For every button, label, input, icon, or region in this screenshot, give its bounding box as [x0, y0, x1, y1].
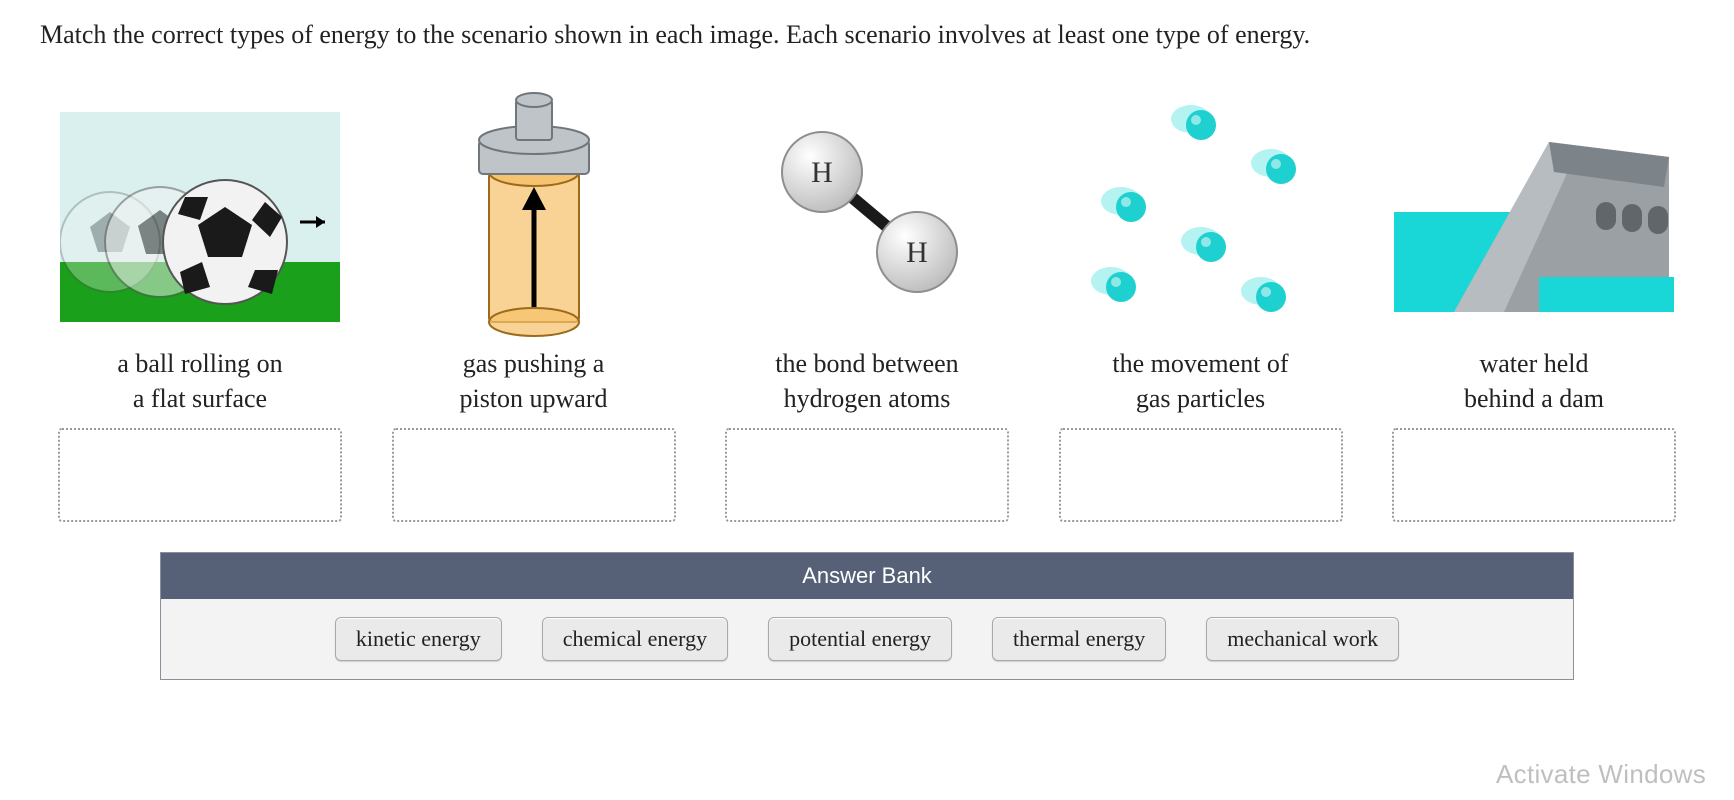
- caption-line: behind a dam: [1464, 384, 1604, 413]
- ball-image: [60, 92, 340, 332]
- dam-image: [1394, 92, 1674, 332]
- caption-line: gas pushing a: [463, 349, 605, 378]
- chip-mechanical[interactable]: mechanical work: [1206, 617, 1399, 661]
- caption-line: piston upward: [459, 384, 607, 413]
- chip-thermal[interactable]: thermal energy: [992, 617, 1166, 661]
- chip-kinetic[interactable]: kinetic energy: [335, 617, 502, 661]
- svg-text:H: H: [811, 156, 833, 189]
- scenarios-row: a ball rolling on a flat surface: [40, 92, 1694, 522]
- drop-zone-piston[interactable]: [392, 428, 676, 522]
- drop-zone-dam[interactable]: [1392, 428, 1676, 522]
- answer-bank: Answer Bank kinetic energy chemical energ…: [160, 552, 1574, 680]
- caption-line: a ball rolling on: [117, 349, 282, 378]
- scenario-ball: a ball rolling on a flat surface: [50, 92, 350, 522]
- gas-image: [1061, 92, 1341, 332]
- bond-image: H H: [727, 92, 1007, 332]
- caption-line: water held: [1479, 349, 1588, 378]
- chip-chemical[interactable]: chemical energy: [542, 617, 728, 661]
- answer-bank-body: kinetic energy chemical energy potential e…: [161, 599, 1573, 679]
- dam-caption: water held behind a dam: [1464, 346, 1604, 418]
- scenario-dam: water held behind a dam: [1384, 92, 1684, 522]
- caption-line: the movement of: [1112, 349, 1288, 378]
- instruction-text: Match the correct types of energy to the…: [40, 18, 1694, 52]
- drop-zone-ball[interactable]: [58, 428, 342, 522]
- bond-caption: the bond between hydrogen atoms: [775, 346, 958, 418]
- caption-line: the bond between: [775, 349, 958, 378]
- caption-line: gas particles: [1136, 384, 1265, 413]
- caption-line: hydrogen atoms: [784, 384, 951, 413]
- ball-caption: a ball rolling on a flat surface: [117, 346, 282, 418]
- answer-bank-title: Answer Bank: [161, 553, 1573, 599]
- watermark-text: Activate Windows: [1496, 759, 1706, 790]
- svg-text:H: H: [906, 236, 928, 269]
- page-root: Match the correct types of energy to the…: [0, 0, 1734, 800]
- caption-line: a flat surface: [133, 384, 267, 413]
- scenario-gas: the movement of gas particles: [1051, 92, 1351, 522]
- drop-zone-gas[interactable]: [1059, 428, 1343, 522]
- piston-image: [394, 92, 674, 332]
- scenario-bond: H H the bond between hydrogen atoms: [717, 92, 1017, 522]
- gas-caption: the movement of gas particles: [1112, 346, 1288, 418]
- scenario-piston: gas pushing a piston upward: [384, 92, 684, 522]
- chip-potential[interactable]: potential energy: [768, 617, 952, 661]
- drop-zone-bond[interactable]: [725, 428, 1009, 522]
- piston-caption: gas pushing a piston upward: [459, 346, 607, 418]
